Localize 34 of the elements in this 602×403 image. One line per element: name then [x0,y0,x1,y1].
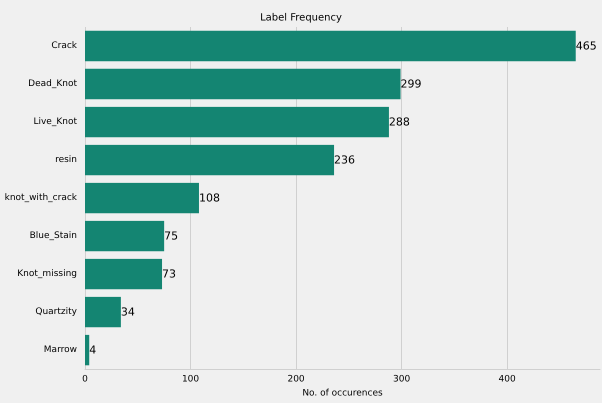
x-tick-label: 200 [287,374,305,385]
bar [85,182,199,214]
y-tick-label: knot_with_crack [4,193,78,204]
y-tick-label: Dead_Knot [28,79,78,90]
data-label: 34 [120,306,135,319]
y-tick-label: Live_Knot [33,117,78,128]
bar [85,220,164,252]
data-label: 73 [162,268,176,281]
x-tick-label: 300 [393,374,410,385]
bar [85,30,576,62]
data-label: 4 [89,344,96,357]
data-label: 75 [164,230,178,243]
bar [85,68,401,100]
y-tick-label: Blue_Stain [30,231,77,242]
x-tick-label: 0 [82,374,88,385]
x-axis-title: No. of occurences [302,388,383,398]
data-label: 288 [388,116,410,129]
bar [85,296,121,328]
data-label: 108 [198,192,220,205]
y-tick-label: Marrow [44,345,77,356]
data-label: 236 [334,154,356,167]
x-tick-label: 100 [182,374,200,385]
chart-title: Label Frequency [260,12,342,24]
y-tick-label: Crack [51,41,78,52]
bar [85,334,90,366]
x-tick-label: 400 [498,374,516,385]
bar [85,258,162,290]
y-tick-label: resin [55,155,77,166]
bar [85,144,334,176]
y-tick-label: Knot_missing [17,269,77,280]
y-tick-label: Quartzity [35,307,78,318]
data-label: 299 [400,78,422,91]
data-label: 465 [576,40,597,53]
bar [85,106,389,138]
